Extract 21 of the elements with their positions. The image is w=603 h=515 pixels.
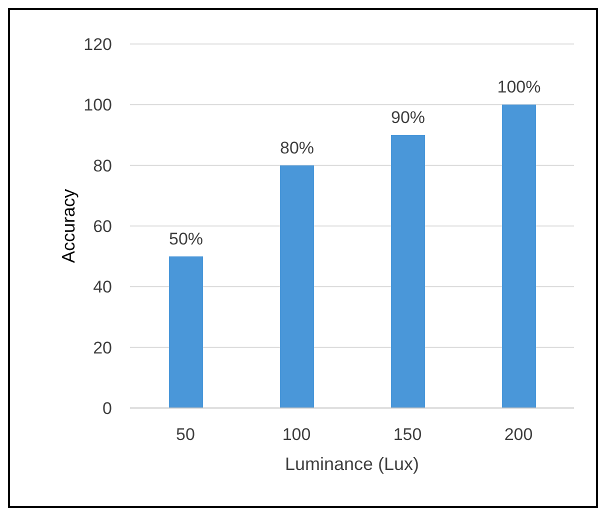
x-tick-label: 200 <box>504 425 533 444</box>
x-axis-title: Luminance (Lux) <box>284 454 420 474</box>
bar <box>169 256 203 408</box>
y-tick-label: 0 <box>102 399 112 418</box>
y-tick-label: 80 <box>93 156 112 176</box>
data-label: 80% <box>280 138 314 158</box>
y-tick-label: 100 <box>84 96 112 115</box>
data-label: 90% <box>390 108 426 127</box>
y-axis-title: Accuracy <box>58 188 78 264</box>
y-tick-label: 120 <box>84 35 112 54</box>
y-tick-label: 20 <box>93 338 112 358</box>
data-label: 50% <box>168 229 204 248</box>
bar <box>280 165 314 408</box>
x-tick-label: 100 <box>282 425 311 444</box>
bar <box>502 104 536 408</box>
data-label: 100% <box>497 78 541 97</box>
x-tick-label: 150 <box>393 425 422 444</box>
y-tick-label: 40 <box>93 278 112 297</box>
x-tick-label: 50 <box>176 425 195 444</box>
y-tick-label: 60 <box>93 217 112 236</box>
bar <box>391 135 425 408</box>
